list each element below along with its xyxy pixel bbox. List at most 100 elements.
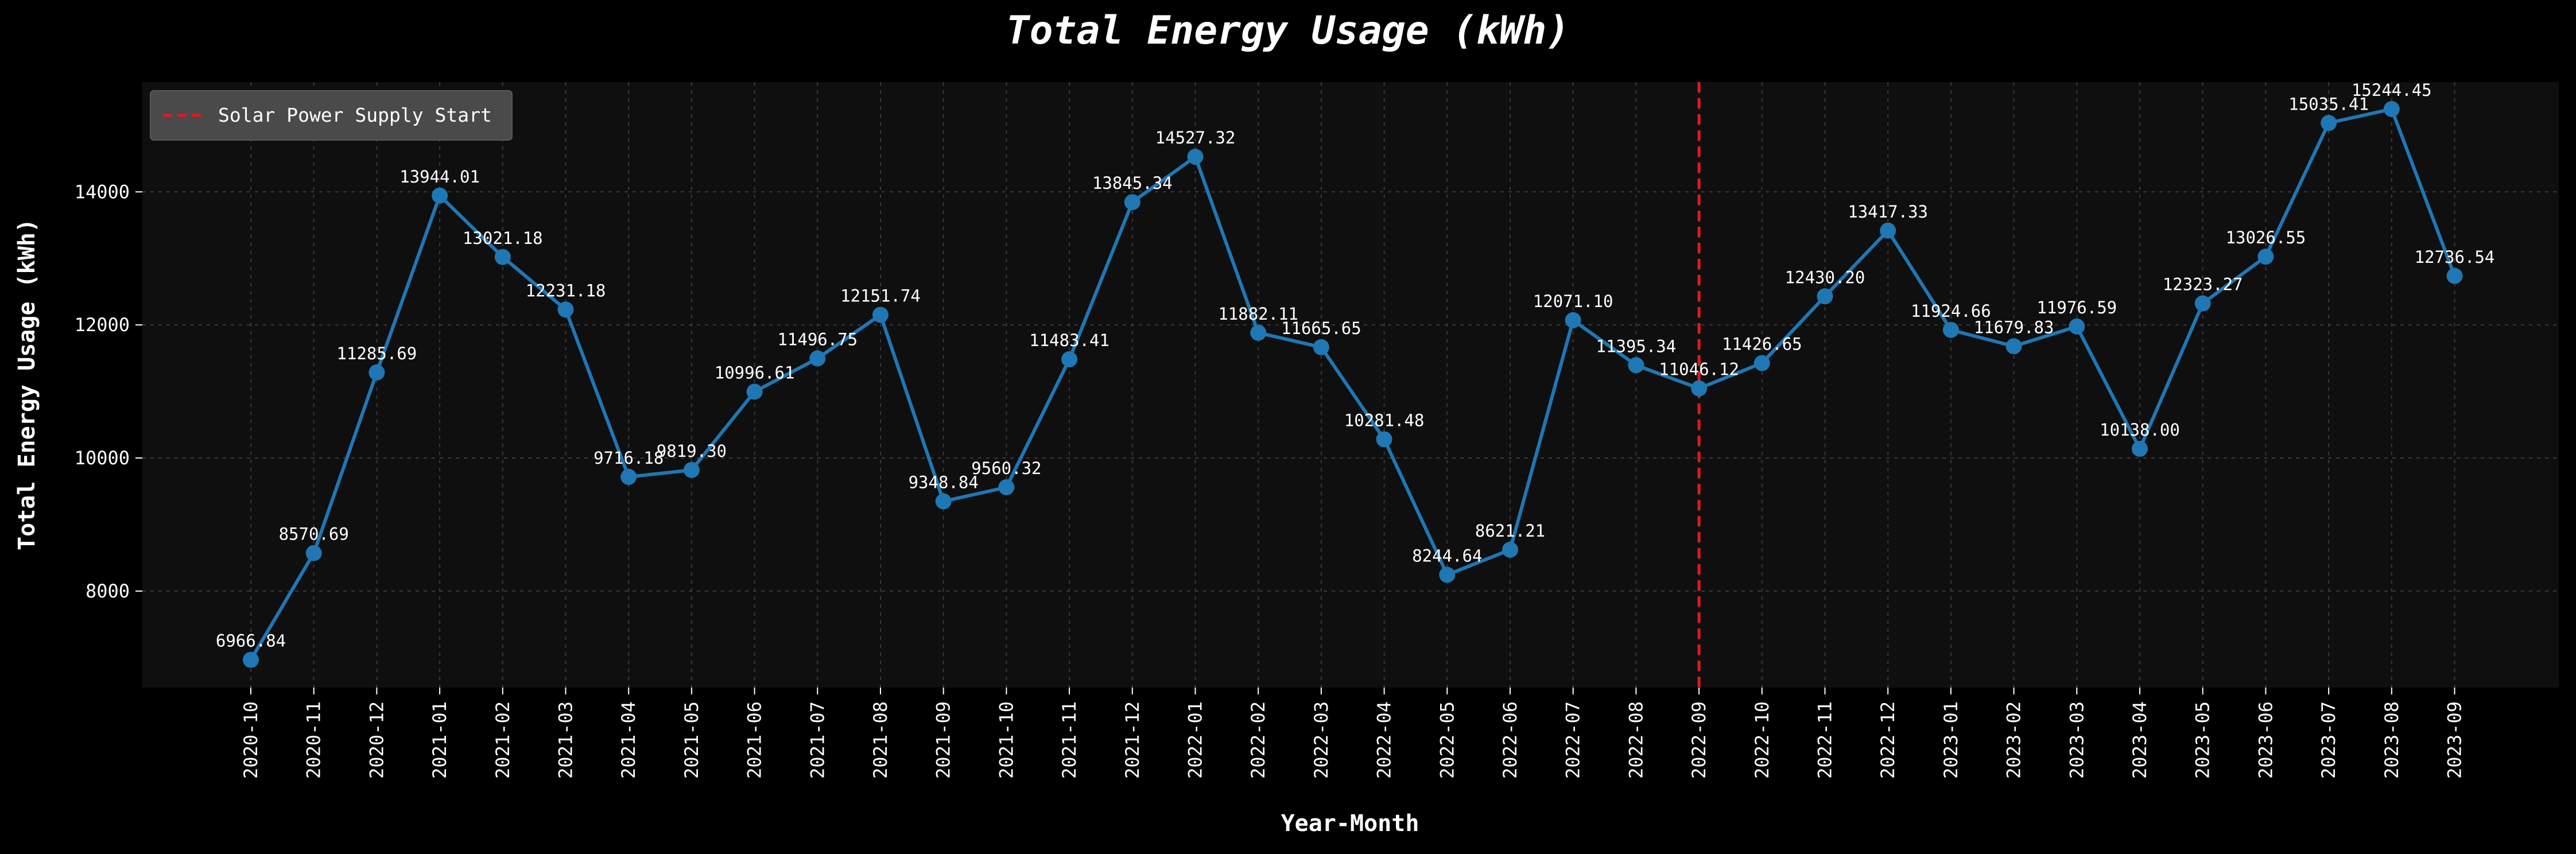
data-label: 15035.41 xyxy=(2288,94,2369,114)
x-tick-label: 2022-02 xyxy=(1247,701,1269,779)
x-tick-label: 2023-06 xyxy=(2255,701,2276,779)
x-tick-label: 2022-03 xyxy=(1310,701,1332,779)
x-tick-label: 2023-05 xyxy=(2192,701,2214,779)
y-axis-ticks: 8000 10000 12000 14000 xyxy=(75,181,142,602)
x-axis-label: Year-Month xyxy=(1281,810,1419,837)
data-label: 9716.18 xyxy=(593,448,664,468)
data-label: 11426.65 xyxy=(1722,335,1802,354)
data-point xyxy=(998,479,1015,496)
data-point xyxy=(2446,267,2463,284)
data-point xyxy=(2069,318,2085,335)
data-point xyxy=(620,468,637,485)
x-tick-label: 2023-08 xyxy=(2381,701,2403,779)
data-label: 12430.20 xyxy=(1785,267,1865,287)
data-point xyxy=(2132,441,2148,457)
y-tick-label: 10000 xyxy=(75,447,130,469)
x-tick-label: 2021-11 xyxy=(1058,701,1080,779)
data-point xyxy=(2321,115,2337,131)
x-tick-label: 2023-02 xyxy=(2003,701,2025,779)
data-label: 13845.34 xyxy=(1092,173,1173,193)
x-tick-label: 2023-03 xyxy=(2066,701,2088,779)
x-tick-label: 2022-09 xyxy=(1688,701,1710,779)
legend-box xyxy=(150,90,513,141)
data-point xyxy=(872,306,889,323)
data-point xyxy=(1376,431,1392,448)
data-point xyxy=(1628,357,1644,374)
y-tick-label: 8000 xyxy=(86,580,130,602)
data-label: 14527.32 xyxy=(1155,128,1236,147)
data-point xyxy=(2005,338,2022,355)
data-point xyxy=(2194,295,2211,312)
series-line xyxy=(249,107,2457,661)
x-tick-label: 2021-07 xyxy=(806,701,828,779)
data-labels: 6966.84 8570.69 11285.69 13944.01 13021.18 12… xyxy=(216,80,2494,651)
data-label: 15244.45 xyxy=(2352,80,2432,100)
data-point xyxy=(494,249,511,265)
data-point xyxy=(1250,324,1267,341)
data-label: 11882.11 xyxy=(1218,304,1298,324)
x-tick-label: 2023-07 xyxy=(2318,701,2340,779)
plot-area xyxy=(142,82,2559,688)
data-label: 8570.69 xyxy=(279,525,349,544)
data-points xyxy=(243,101,2463,668)
y-tick-label: 12000 xyxy=(75,314,130,336)
data-point xyxy=(432,187,448,204)
data-point xyxy=(1502,541,1518,558)
data-point xyxy=(1753,355,1770,371)
data-label: 12151.74 xyxy=(840,286,921,306)
x-tick-label: 2022-01 xyxy=(1185,701,1206,779)
x-tick-label: 2021-12 xyxy=(1122,701,1143,779)
x-tick-label: 2022-07 xyxy=(1562,701,1584,779)
data-label: 10138.00 xyxy=(2100,420,2180,440)
data-point xyxy=(935,493,952,510)
data-point xyxy=(809,350,826,367)
data-point xyxy=(746,383,763,400)
data-point xyxy=(557,301,574,318)
x-tick-label: 2021-02 xyxy=(492,701,514,779)
data-point xyxy=(1313,339,1329,355)
data-label: 10996.61 xyxy=(715,363,795,382)
data-point xyxy=(368,364,385,381)
data-label: 11483.41 xyxy=(1029,331,1109,350)
data-label: 11976.59 xyxy=(2036,298,2117,317)
x-tick-label: 2023-09 xyxy=(2444,701,2466,779)
x-tick-label: 2021-08 xyxy=(870,701,891,779)
data-point xyxy=(2257,249,2274,265)
x-tick-label: 2022-12 xyxy=(1877,701,1899,779)
data-point xyxy=(683,461,700,478)
data-label: 11046.12 xyxy=(1659,360,1739,379)
legend-label: Solar Power Supply Start xyxy=(218,104,492,126)
data-point xyxy=(1565,312,1581,328)
data-label: 11395.34 xyxy=(1596,336,1677,356)
x-tick-label: 2020-11 xyxy=(303,701,325,779)
x-tick-label: 2021-10 xyxy=(995,701,1017,779)
x-tick-label: 2021-03 xyxy=(555,701,577,779)
x-tick-label: 2022-04 xyxy=(1374,701,1395,779)
data-label: 11496.75 xyxy=(777,330,858,350)
data-label: 9348.84 xyxy=(909,473,979,492)
data-label: 11285.69 xyxy=(337,344,417,363)
grid-lines xyxy=(142,82,2559,688)
data-point xyxy=(243,651,259,668)
data-label: 13944.01 xyxy=(399,167,480,187)
data-point xyxy=(305,545,322,561)
data-label: 12323.27 xyxy=(2163,275,2243,294)
x-tick-label: 2021-05 xyxy=(681,701,703,779)
data-label: 11679.83 xyxy=(1974,317,2054,337)
x-tick-label: 2022-10 xyxy=(1751,701,1773,779)
x-tick-label: 2020-12 xyxy=(366,701,387,779)
data-label: 8244.64 xyxy=(1412,546,1482,566)
data-label: 13026.55 xyxy=(2226,228,2306,247)
data-point xyxy=(1187,149,1204,165)
data-label: 9560.32 xyxy=(971,459,1041,478)
y-axis-label: Total Energy Usage (kWh) xyxy=(14,219,40,550)
data-point xyxy=(1817,288,1833,305)
data-point xyxy=(2383,101,2400,118)
data-label: 12071.10 xyxy=(1533,292,1613,311)
data-label: 13021.18 xyxy=(463,228,543,248)
data-label: 8621.21 xyxy=(1475,521,1545,541)
data-label: 12736.54 xyxy=(2415,247,2495,267)
x-tick-label: 2022-06 xyxy=(1499,701,1521,779)
chart-title: Total Energy Usage (kWh) xyxy=(1006,8,1570,53)
